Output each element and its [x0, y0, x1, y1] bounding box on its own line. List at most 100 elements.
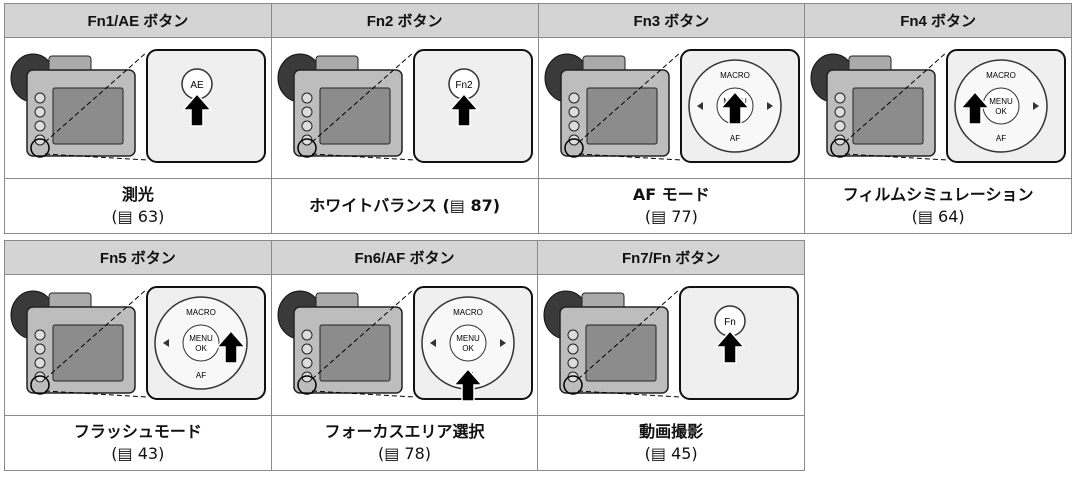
button-label: MENU — [989, 97, 1013, 106]
camera-button — [834, 120, 846, 132]
header-cell: Fn6/AF ボタン — [270, 240, 539, 275]
image-cell: Fn — [537, 274, 805, 416]
press-arrow — [718, 90, 751, 125]
caption-line: 測光 — [121, 185, 154, 204]
caption-line: AF モード — [632, 185, 710, 204]
button-label: AF — [996, 134, 1006, 143]
camera-button — [301, 329, 313, 341]
camera-button — [34, 106, 46, 118]
illustration: Fn — [543, 286, 800, 400]
header-cell: Fn4 ボタン — [804, 3, 1072, 38]
camera-button — [34, 357, 46, 369]
leader — [311, 153, 414, 161]
row: MACROMENUOKAFMACROMENUOKAFFn — [4, 274, 805, 416]
leader — [44, 51, 148, 143]
button-label: Fn2 — [455, 80, 473, 91]
button-label: AE — [190, 80, 204, 91]
caption-line: ホワイトバランス (▤ 87) — [309, 196, 501, 215]
target-ring — [30, 138, 50, 158]
caption-line: (▤ 43) — [111, 444, 165, 463]
target-ring — [297, 138, 317, 158]
table: Fn5 ボタン Fn6/AF ボタン Fn7/Fn ボタン MACRO MENU OK AF… — [4, 240, 805, 471]
row: Fn5 ボタン Fn6/AF ボタン Fn7/Fn ボタン — [4, 240, 805, 275]
leader — [578, 390, 681, 398]
camera-button — [834, 106, 846, 118]
camera-button — [34, 329, 46, 341]
target-ring — [30, 375, 50, 395]
button-label: AF — [729, 134, 739, 143]
button-label: OK — [995, 107, 1007, 116]
leader — [311, 51, 415, 143]
target-ring — [296, 375, 317, 395]
screen — [319, 324, 391, 382]
leader — [845, 153, 948, 161]
caption-line: 動画撮影 — [639, 422, 704, 441]
button-label: Fn — [724, 317, 736, 328]
dial-center — [182, 324, 220, 362]
header-cell: Fn7/Fn ボタン — [537, 240, 805, 275]
caption-cell: フィルムシミュレーション (▤ 64) — [804, 178, 1072, 234]
screen — [52, 324, 124, 382]
image-cell: Fn2 — [270, 37, 539, 179]
press-arrow — [215, 329, 247, 364]
camera-button — [301, 120, 313, 132]
camera-button — [34, 343, 46, 355]
button-label: MACRO — [453, 308, 483, 317]
button-label: MENU — [456, 334, 480, 343]
leader — [44, 390, 148, 398]
press-arrow — [452, 367, 484, 402]
header-cell: Fn2 ボタン — [270, 3, 539, 38]
camera-button — [301, 357, 313, 369]
leader — [311, 288, 414, 380]
caption-line: フォーカスエリア選択 — [324, 422, 485, 441]
screen — [586, 87, 657, 145]
leader — [577, 288, 681, 380]
camera-button — [567, 357, 579, 369]
camera-button — [834, 92, 846, 104]
caption-cell: ホワイトバランス (▤ 87) — [270, 178, 539, 234]
camera-button — [301, 106, 313, 118]
caption-cell: フォーカスエリア選択 (▤ 78) — [270, 415, 539, 471]
button-label: MENU — [189, 334, 213, 343]
screen — [52, 87, 124, 145]
dial-left — [429, 339, 436, 347]
leader — [311, 390, 414, 398]
camera-button — [34, 92, 46, 104]
table: Fn1/AE ボタン Fn2 ボタン Fn3 ボタン Fn4 ボタン AE Fn2 MACR… — [4, 3, 1072, 234]
press-arrow — [714, 329, 746, 364]
dial-left — [163, 339, 169, 347]
button-label: OK — [195, 344, 207, 353]
illustration: AE — [10, 49, 266, 163]
dial-right — [766, 102, 773, 110]
header-cell: Fn3 ボタン — [537, 3, 806, 38]
leader — [844, 51, 948, 143]
dial-right — [1033, 102, 1040, 110]
caption-cell: 動画撮影 (▤ 45) — [537, 415, 805, 471]
leader — [578, 51, 681, 143]
button-label: MACRO — [720, 71, 750, 80]
target-ring — [830, 138, 850, 158]
caption-line: フラッシュモード — [73, 422, 202, 441]
caption-line: (▤ 45) — [644, 444, 698, 463]
caption-cell: AF モード (▤ 77) — [537, 178, 806, 234]
header-cell: Fn1/AE ボタン — [4, 3, 272, 38]
illustration: Fn2 — [277, 49, 533, 163]
press-arrow — [959, 90, 991, 125]
dial-right — [499, 339, 506, 347]
caption-line: フィルムシミュレーション — [842, 185, 1034, 204]
dial-center — [449, 324, 487, 362]
dial-center — [982, 87, 1020, 125]
camera-button — [34, 120, 46, 132]
caption-line: (▤ 64) — [911, 207, 965, 226]
row: AEFn2MACROMENUOKAFMACROMENUOKAF — [4, 37, 1072, 179]
caption-line: (▤ 77) — [644, 207, 698, 226]
